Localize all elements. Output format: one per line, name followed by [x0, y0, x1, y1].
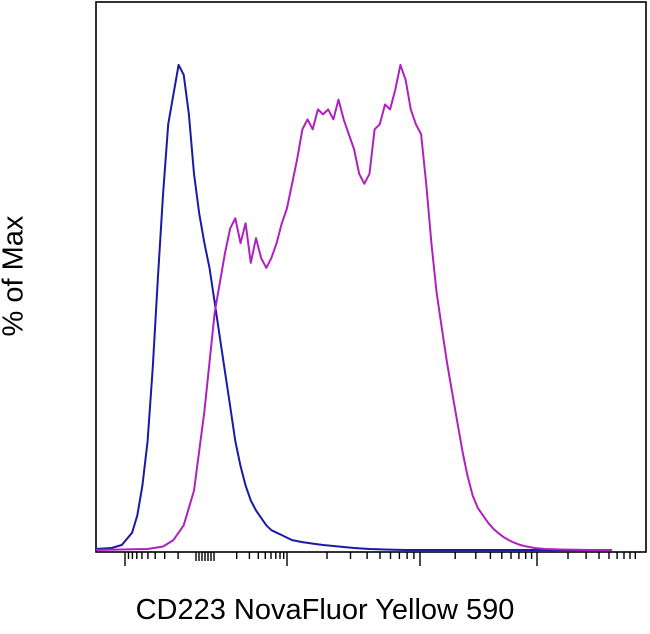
x-axis-ticks [124, 552, 636, 566]
series-group [95, 63, 612, 551]
y-axis-label: % of Max [0, 215, 30, 337]
x-axis-label: CD223 NovaFluor Yellow 590 [135, 594, 515, 626]
plot-frame [95, 1, 647, 553]
histogram-series-1-line [95, 63, 612, 551]
histogram-series-2-line [95, 63, 612, 551]
